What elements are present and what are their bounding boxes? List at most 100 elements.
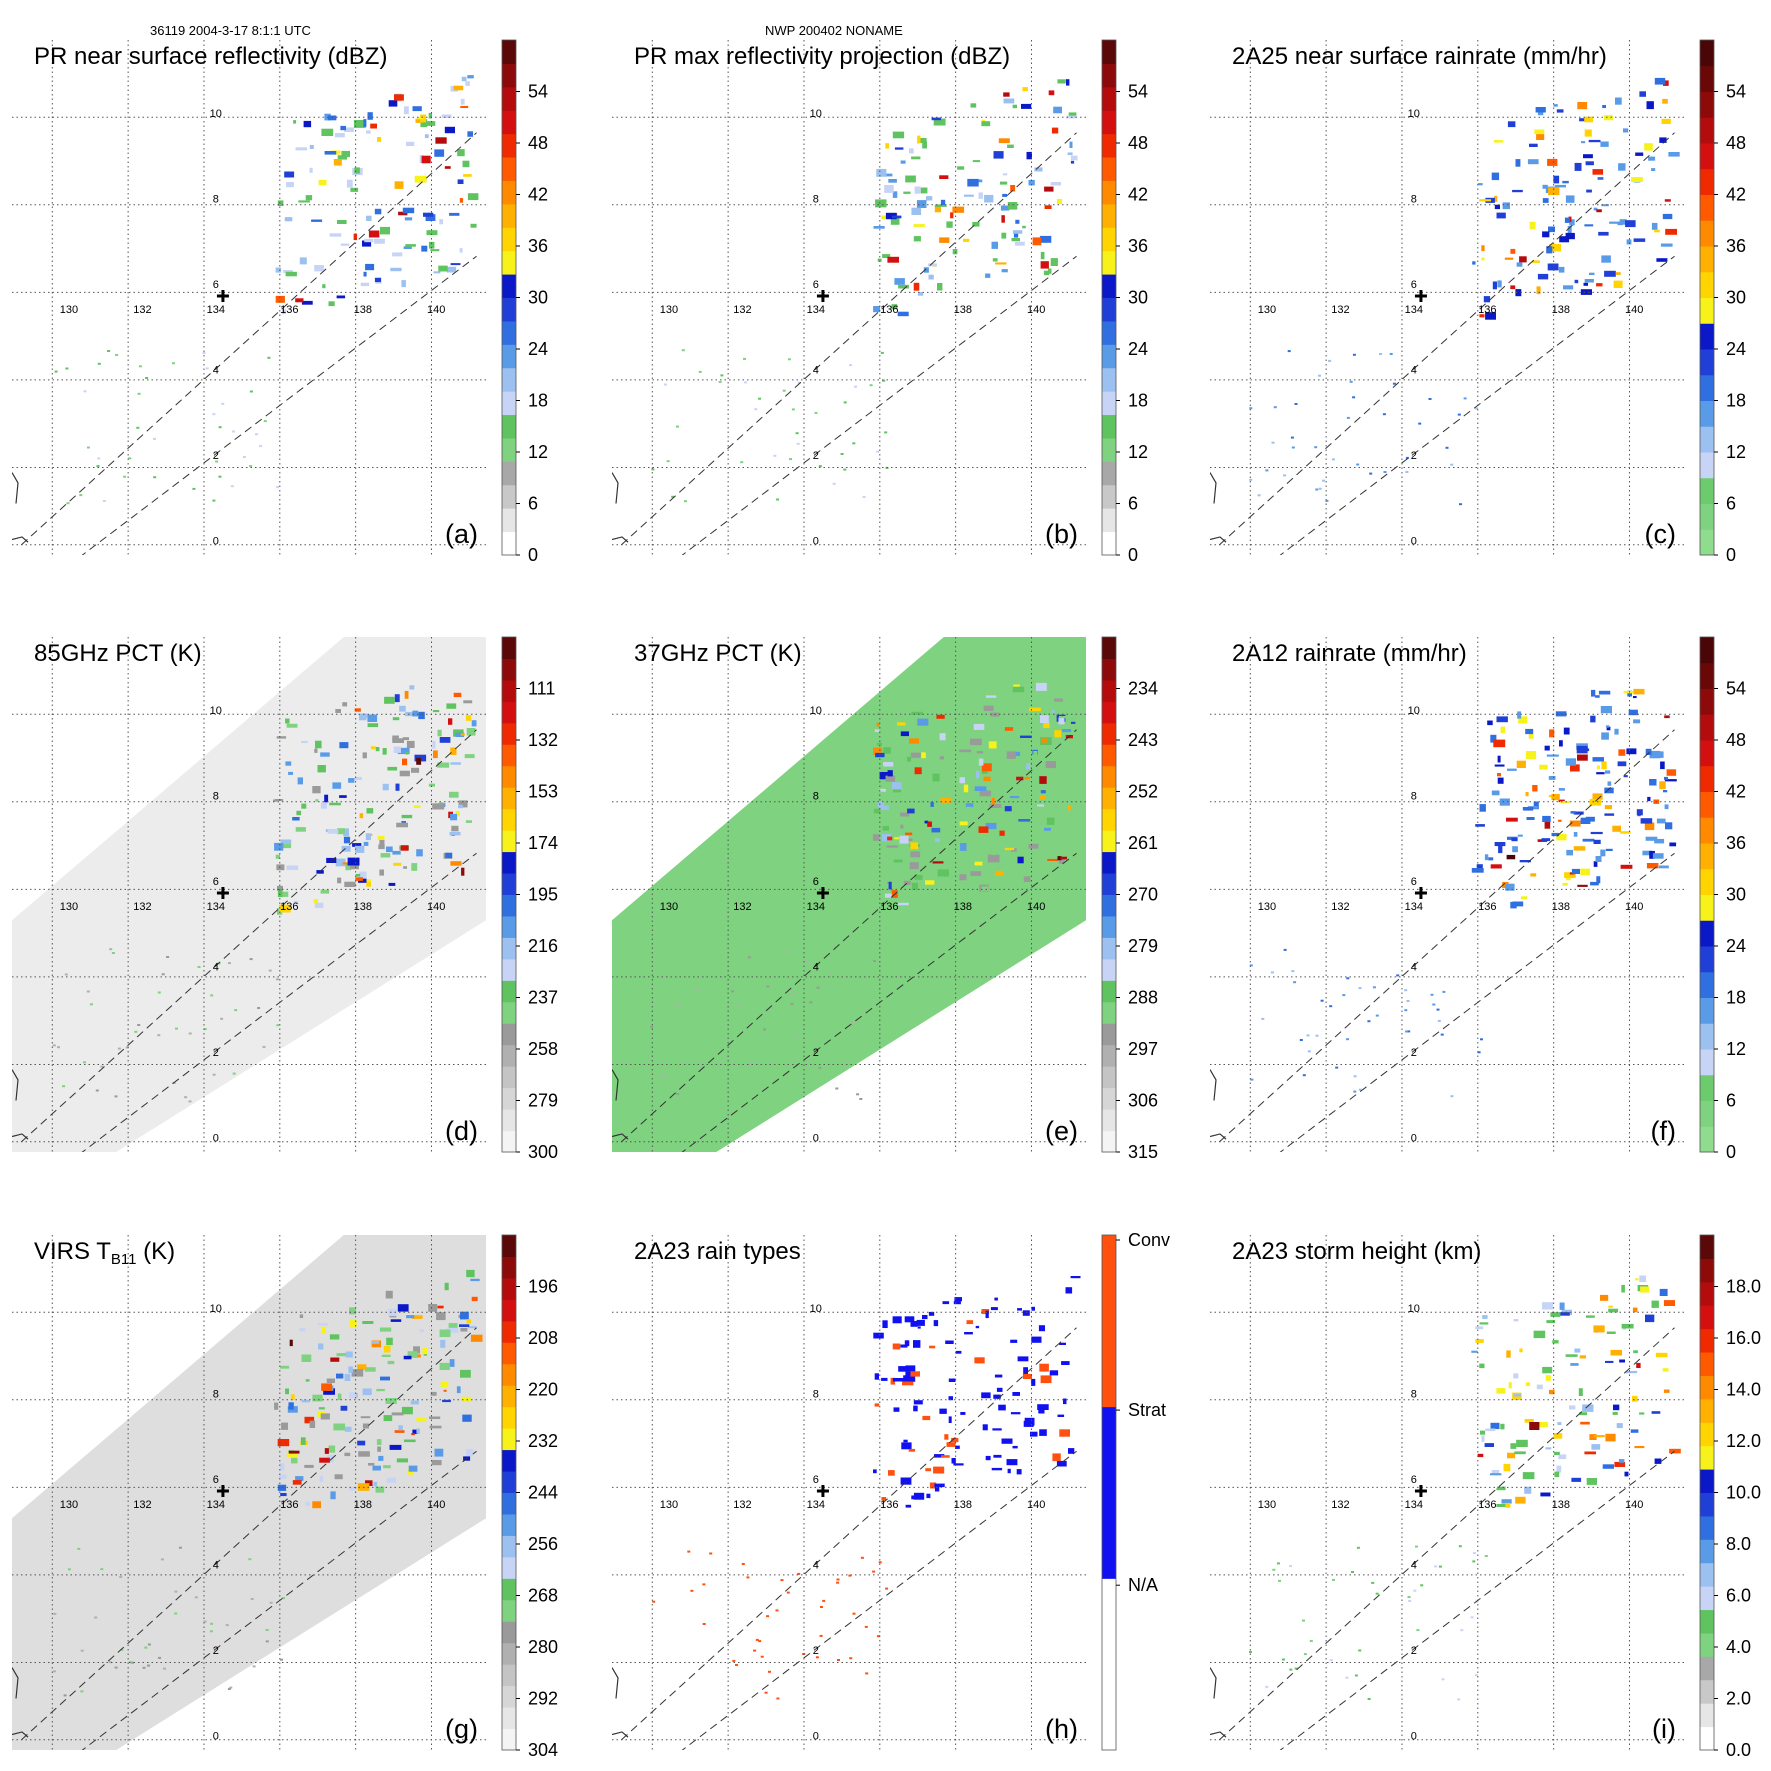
rain-cell <box>1608 1305 1613 1308</box>
rain-cell <box>998 1404 1006 1411</box>
rain-cell <box>1383 471 1387 473</box>
rain-cell <box>309 167 313 173</box>
lat-tick-label: 4 <box>1411 365 1417 377</box>
rain-cell <box>467 75 474 79</box>
colorbar-segment <box>502 980 516 1003</box>
rain-cell <box>102 500 106 502</box>
rain-cell <box>225 1624 229 1627</box>
rain-cell <box>1580 289 1592 295</box>
rain-cell <box>791 993 795 996</box>
rain-cell <box>1564 872 1576 878</box>
rain-cell <box>1049 1370 1059 1376</box>
lon-tick-label: 138 <box>954 901 972 913</box>
rain-cell <box>1000 181 1008 185</box>
rain-cell <box>467 131 473 137</box>
lat-tick-label: 0 <box>813 536 819 548</box>
rain-cell <box>321 1383 332 1391</box>
swath-edge <box>1279 852 1675 1152</box>
colorbar-tick-label: 244 <box>528 1483 558 1503</box>
rain-cell <box>959 777 965 784</box>
rain-cell <box>86 990 90 993</box>
rain-cell <box>390 1319 402 1322</box>
rain-cell <box>1490 1422 1500 1430</box>
lat-tick-label: 4 <box>213 365 219 377</box>
rain-cell <box>379 839 385 847</box>
colorbar-segment <box>1102 937 1116 960</box>
rain-cell <box>456 1386 461 1394</box>
colorbar-segment <box>1700 946 1714 973</box>
rain-cell <box>766 985 770 988</box>
panel-title: 37GHz PCT (K) <box>634 640 802 667</box>
lon-tick-label: 138 <box>1552 1499 1570 1511</box>
rain-cell <box>1558 799 1565 803</box>
rain-cell <box>873 226 885 229</box>
rain-cell <box>162 1667 166 1670</box>
swath-fill <box>12 637 486 1152</box>
rain-cell <box>782 389 786 392</box>
rain-cell <box>315 740 322 749</box>
rain-cell <box>1514 1451 1526 1455</box>
rain-cell <box>676 425 679 428</box>
rain-cell <box>1516 1439 1528 1447</box>
rain-cell <box>914 767 922 775</box>
rain-cell <box>892 1343 901 1350</box>
colorbar-segment <box>1700 374 1714 401</box>
rain-cell <box>194 1596 198 1599</box>
rain-cell <box>1519 1348 1523 1353</box>
rain-cell <box>859 1098 863 1100</box>
rain-cell <box>1639 91 1646 97</box>
rain-cell <box>1562 180 1569 184</box>
lon-tick-label: 130 <box>660 901 678 913</box>
rain-cell <box>1437 1019 1441 1022</box>
rain-cell <box>1580 868 1591 876</box>
rain-cell <box>1615 97 1622 105</box>
rain-cell <box>1662 98 1668 104</box>
rain-cell <box>944 1434 949 1440</box>
lat-tick-label: 10 <box>1408 1303 1420 1315</box>
rain-cell <box>1559 1302 1565 1310</box>
rain-cell <box>1665 228 1677 235</box>
rain-cell <box>210 994 214 997</box>
rain-cell <box>364 1367 376 1372</box>
rain-cell <box>1618 163 1626 171</box>
lat-tick-label: 0 <box>1411 536 1417 548</box>
rain-cell <box>677 1017 681 1020</box>
rain-cell <box>1649 850 1655 859</box>
rain-cell <box>674 967 678 970</box>
rain-cell <box>996 1387 1003 1392</box>
colorbar-tick-label: 42 <box>1726 782 1746 802</box>
lon-tick-label: 134 <box>1405 1499 1423 1511</box>
rain-cell <box>1058 717 1065 725</box>
map-area <box>1210 637 1684 1152</box>
panel-title: PR max reflectivity projection (dBZ) <box>634 43 1010 70</box>
rain-cell <box>346 179 353 188</box>
rain-cell <box>920 187 928 194</box>
rain-cell <box>1039 776 1047 784</box>
rain-cell <box>393 746 401 753</box>
rain-cell <box>913 1492 925 1500</box>
rain-cell <box>330 1491 336 1500</box>
lat-tick-label: 4 <box>213 962 219 974</box>
rain-cell <box>1405 456 1409 459</box>
rain-cell <box>1536 134 1545 140</box>
rain-cell <box>432 740 436 749</box>
rain-cell <box>955 1445 960 1449</box>
rain-cell <box>1619 219 1627 225</box>
rain-cell <box>1038 1325 1045 1332</box>
rain-cell <box>1353 1075 1357 1078</box>
rain-cell <box>416 117 424 120</box>
lon-tick-label: 134 <box>807 304 825 316</box>
rain-cell <box>1644 822 1655 831</box>
rain-cell <box>392 717 400 721</box>
rain-cell <box>746 1576 750 1579</box>
rain-cell <box>1003 92 1010 97</box>
colorbar-segment <box>502 1428 516 1451</box>
rain-cell <box>449 1359 455 1367</box>
rain-cell <box>897 902 909 906</box>
rain-cell <box>1050 182 1061 186</box>
rain-cell <box>1471 868 1484 873</box>
rain-cell <box>1570 811 1576 814</box>
rain-cell <box>1522 807 1534 810</box>
colorbar-segment <box>1102 320 1116 345</box>
